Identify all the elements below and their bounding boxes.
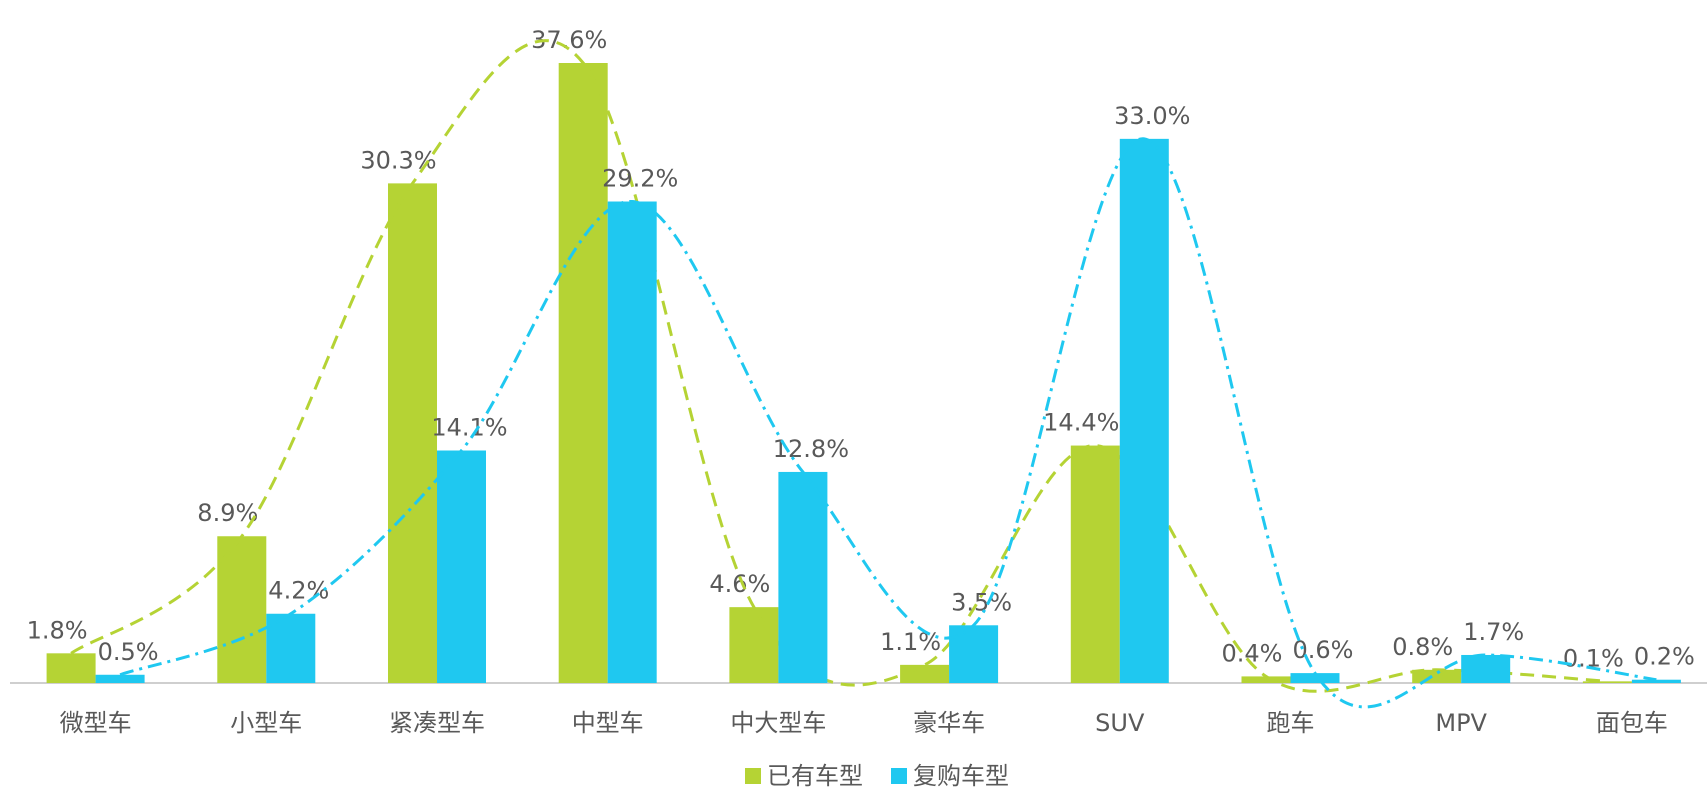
trend-line bbox=[119, 137, 1657, 709]
x-tick-label: SUV bbox=[1095, 709, 1145, 737]
x-tick-label: 跑车 bbox=[1266, 709, 1314, 737]
bar bbox=[1070, 445, 1120, 683]
bar bbox=[949, 625, 999, 683]
data-label: 0.5% bbox=[98, 638, 159, 666]
x-tick-label: 面包车 bbox=[1596, 709, 1668, 737]
data-label: 33.0% bbox=[1114, 102, 1190, 130]
data-label: 14.4% bbox=[1043, 409, 1119, 437]
bar bbox=[95, 674, 145, 683]
data-label: 8.9% bbox=[197, 499, 258, 527]
data-label: 3.5% bbox=[951, 588, 1012, 616]
x-tick-label: 微型车 bbox=[60, 709, 132, 737]
data-label: 1.8% bbox=[27, 616, 88, 644]
data-label: 29.2% bbox=[602, 165, 678, 193]
legend-label: 复购车型 bbox=[913, 762, 1009, 788]
bar bbox=[1241, 676, 1291, 683]
bar bbox=[729, 607, 779, 683]
bar bbox=[1119, 138, 1169, 683]
x-tick-label: 中大型车 bbox=[730, 709, 826, 737]
bar bbox=[607, 201, 657, 684]
bar bbox=[217, 536, 267, 683]
trend-line bbox=[70, 39, 1608, 693]
data-label: 14.1% bbox=[431, 414, 507, 442]
legend-swatch bbox=[891, 768, 907, 784]
bar bbox=[558, 63, 608, 683]
data-label: 30.3% bbox=[360, 146, 436, 174]
bar bbox=[778, 471, 828, 683]
bar bbox=[1461, 654, 1511, 683]
bar bbox=[1290, 673, 1340, 683]
bar bbox=[1631, 679, 1681, 683]
x-tick-label: 豪华车 bbox=[913, 709, 985, 737]
bar bbox=[436, 450, 486, 683]
data-label: 1.1% bbox=[880, 628, 941, 656]
data-label: 1.7% bbox=[1463, 618, 1524, 646]
data-label: 4.6% bbox=[709, 570, 770, 598]
bar bbox=[266, 613, 316, 683]
data-label: 4.2% bbox=[268, 577, 329, 605]
x-tick-label: 中型车 bbox=[572, 709, 644, 737]
bar bbox=[46, 653, 96, 683]
x-tick-label: MPV bbox=[1435, 709, 1487, 737]
legend-swatch bbox=[745, 768, 761, 784]
data-label: 0.2% bbox=[1634, 643, 1695, 671]
data-label: 0.8% bbox=[1392, 633, 1453, 661]
x-tick-label: 紧凑型车 bbox=[389, 709, 485, 737]
bar bbox=[387, 183, 437, 683]
bar bbox=[1582, 681, 1632, 683]
legend-label: 已有车型 bbox=[767, 762, 863, 788]
data-label: 0.6% bbox=[1292, 636, 1353, 664]
data-label: 12.8% bbox=[773, 435, 849, 463]
x-tick-label: 小型车 bbox=[230, 709, 302, 737]
